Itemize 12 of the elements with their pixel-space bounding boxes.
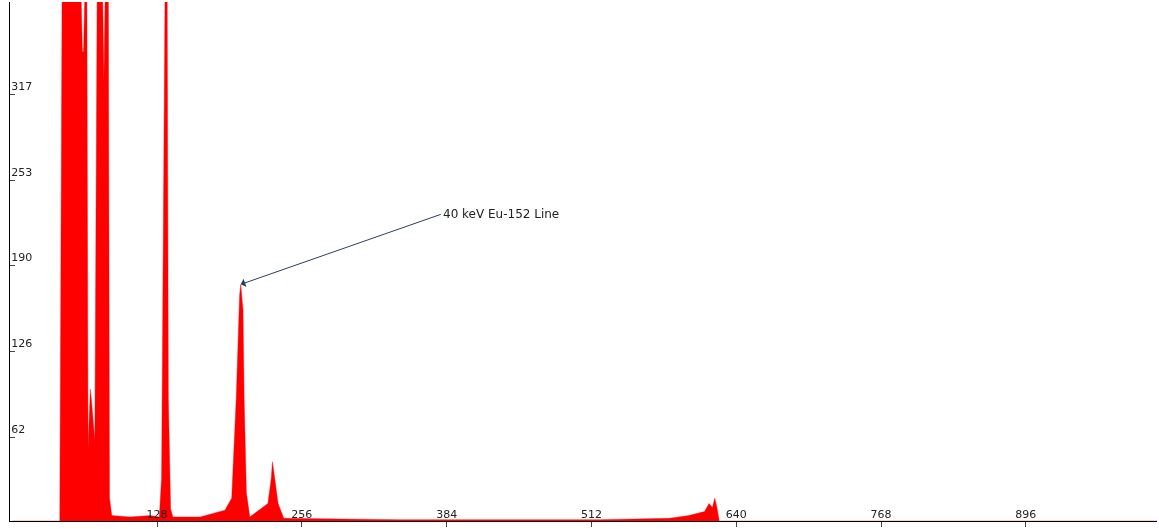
y-tick-label: 317 [11, 80, 33, 94]
annotation: 40 keV Eu-152 Line [443, 207, 560, 221]
y-tick-label: 253 [11, 166, 33, 180]
y-tick-label: 126 [11, 337, 33, 351]
x-tick-label: 768 [870, 508, 892, 521]
y-tick-label: 190 [11, 251, 33, 265]
x-tick-label: 896 [1015, 508, 1037, 521]
x-tick-label: 384 [436, 508, 458, 521]
x-tick-label: 256 [291, 508, 313, 521]
x-tick-label: 512 [580, 508, 602, 521]
y-tick-label: 62 [11, 423, 26, 437]
x-tick-label: 640 [725, 508, 747, 521]
